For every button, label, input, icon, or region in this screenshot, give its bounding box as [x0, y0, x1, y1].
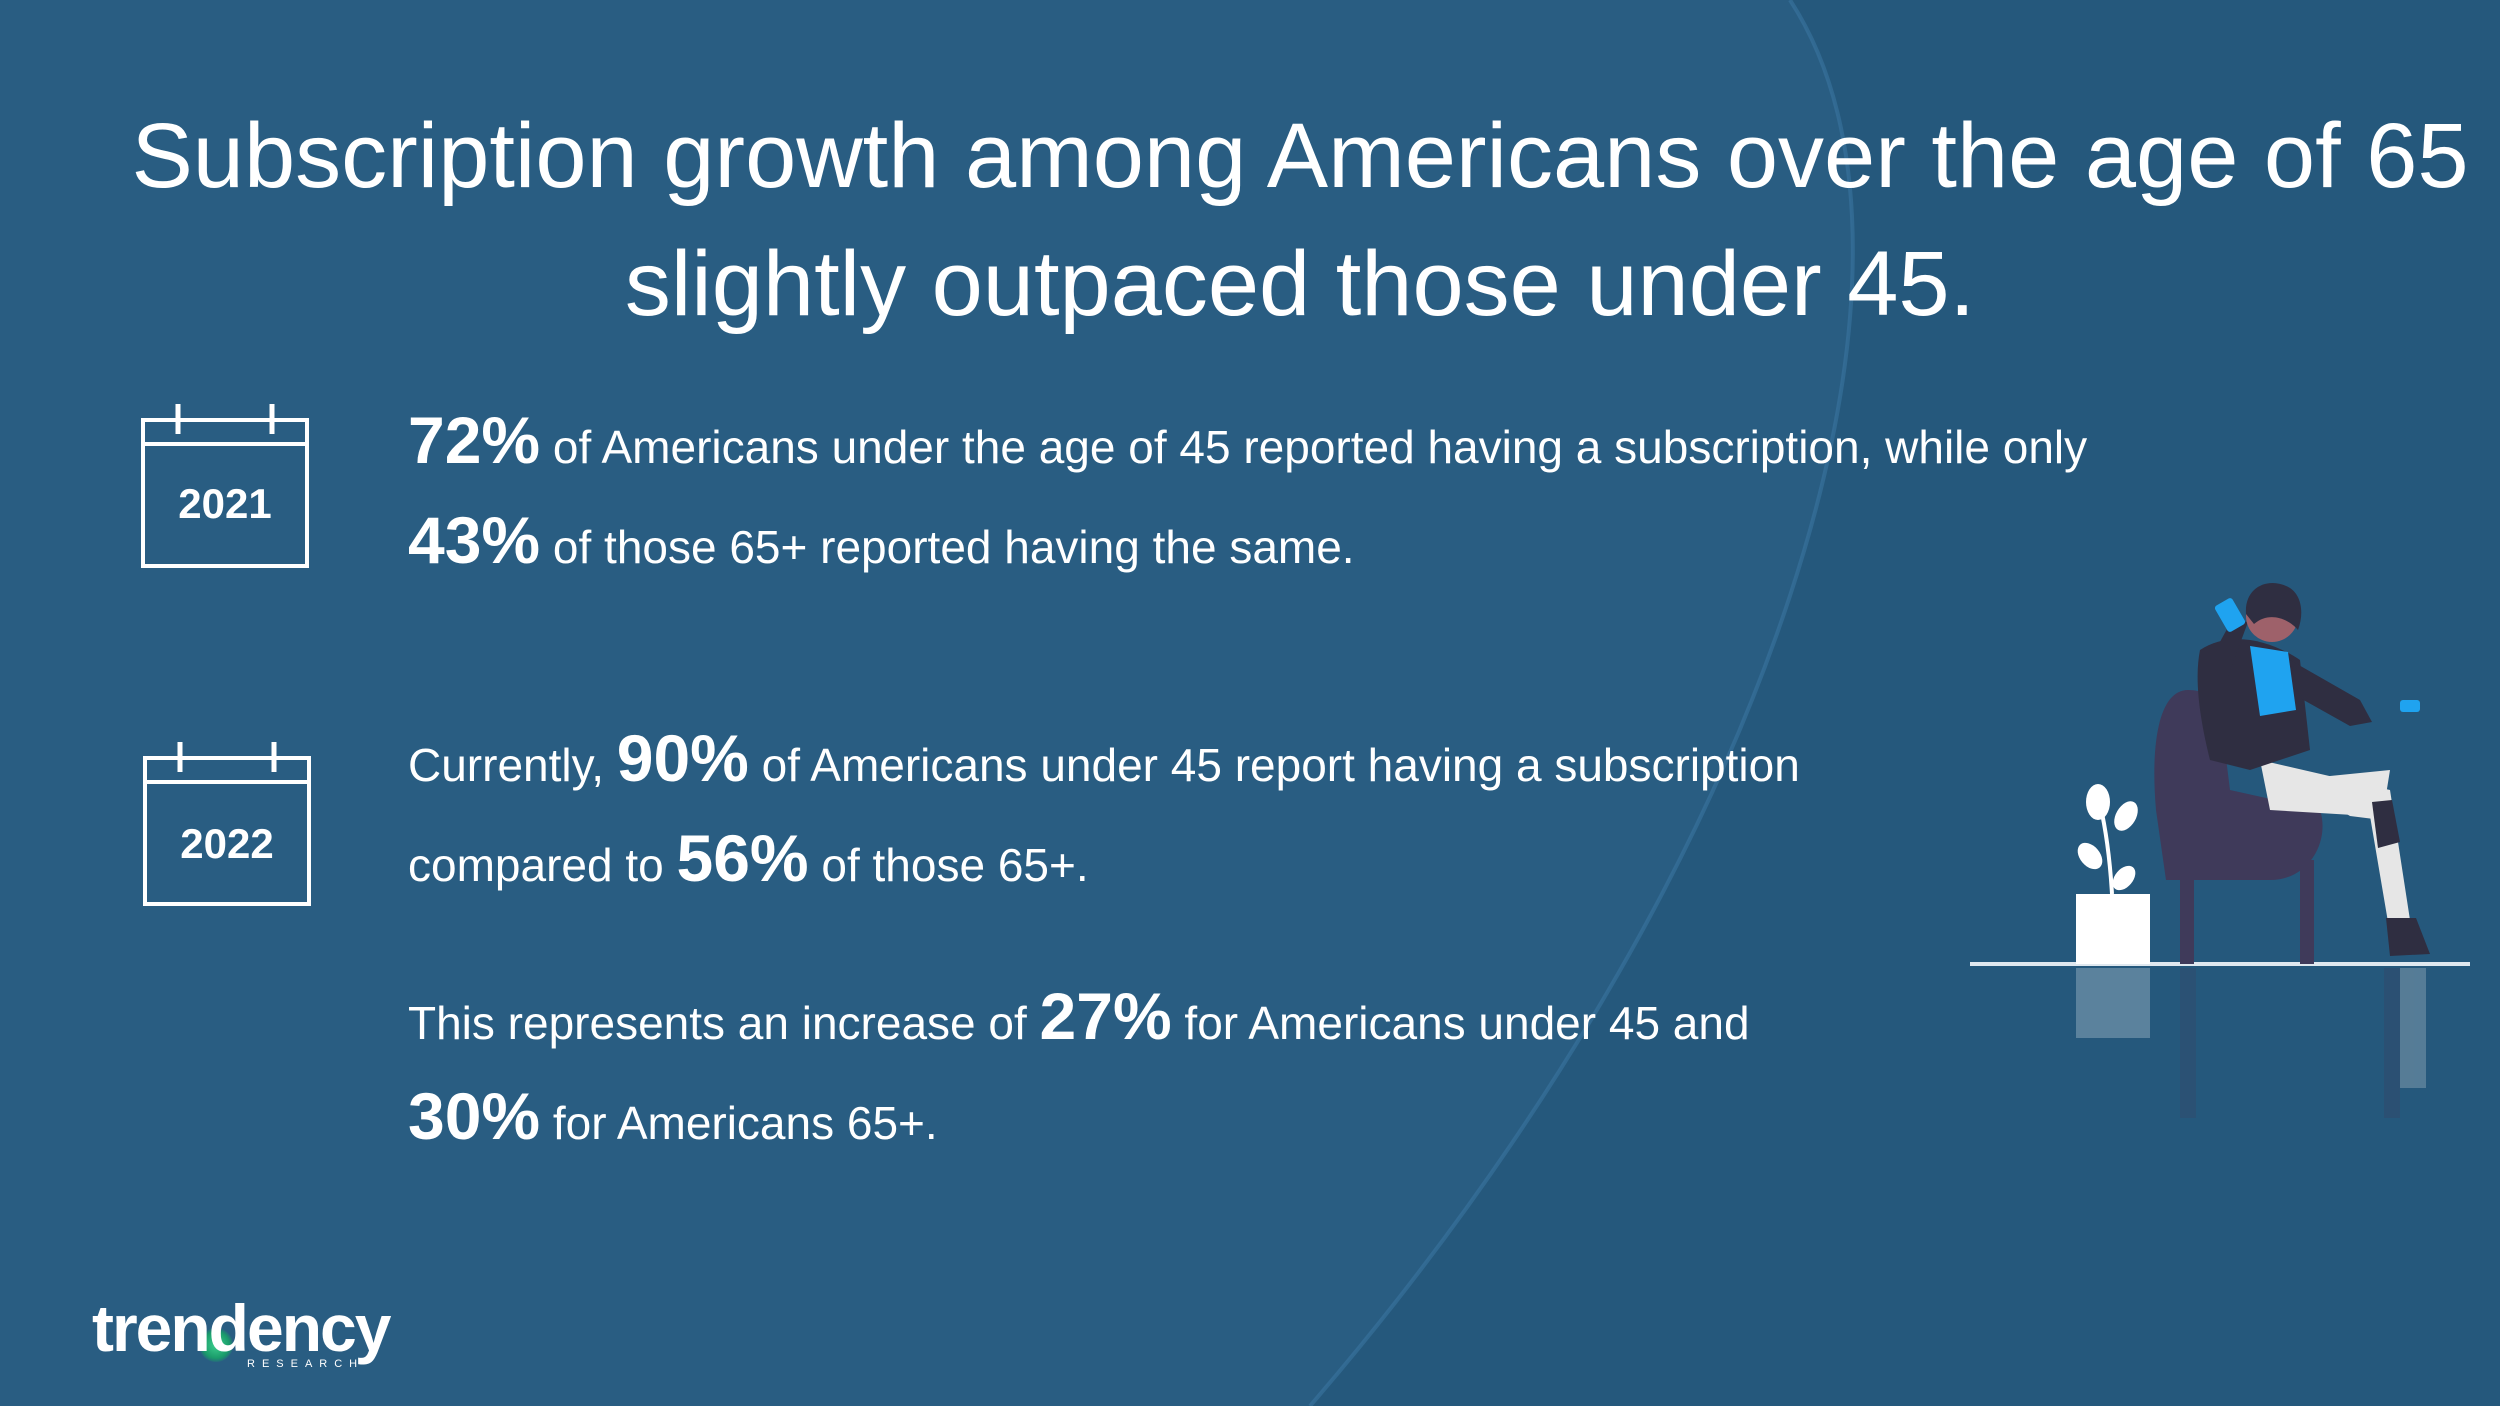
- page-title: Subscription growth among Americans over…: [131, 105, 2469, 335]
- calendar-icon: [141, 404, 309, 568]
- shoe: [2386, 918, 2430, 956]
- stat-text: of those 65+.: [808, 839, 1089, 891]
- plant-pot: [2076, 894, 2150, 964]
- stat-text: This represents an increase of: [408, 997, 1040, 1049]
- calendar-year: 2022: [180, 820, 274, 867]
- stat-text: compared to: [408, 839, 677, 891]
- logo-wordmark: trendency: [92, 1291, 391, 1365]
- stats-2022: Currently, 90% of Americans under 45 rep…: [408, 712, 1800, 912]
- stats-line: Currently, 90% of Americans under 45 rep…: [408, 712, 1800, 812]
- stats-2021: 72% of Americans under the age of 45 rep…: [408, 394, 2087, 594]
- calendar-2022: 2022: [142, 738, 312, 908]
- stat-text: of Americans under the age of 45 reporte…: [540, 421, 2088, 473]
- stats-line: compared to 56% of those 65+.: [408, 812, 1800, 912]
- shoe: [2372, 800, 2400, 848]
- stat-text: Currently,: [408, 739, 617, 791]
- stats-line: 43% of those 65+ reported having the sam…: [408, 494, 2087, 594]
- leaf: [2112, 865, 2136, 891]
- leaf: [2114, 801, 2138, 831]
- stat-text: for Americans under 45 and: [1171, 997, 1750, 1049]
- logo-subtitle: RESEARCH: [247, 1358, 365, 1370]
- stat-text: of those 65+ reported having the same.: [540, 521, 1355, 573]
- phone: [2214, 598, 2246, 632]
- hair: [2245, 583, 2302, 630]
- chair: [2154, 690, 2323, 880]
- stats-line: This represents an increase of 27% for A…: [408, 970, 1750, 1070]
- stat-text: for Americans 65+.: [540, 1097, 938, 1149]
- stat-under45: 27%: [1039, 979, 1172, 1053]
- illustration-reflection: [2076, 968, 2426, 1118]
- trendency-logo: trendency RESEARCH: [92, 1290, 391, 1370]
- leaf: [2077, 842, 2103, 870]
- stat-65: 30%: [408, 1079, 541, 1153]
- stats-increase: This represents an increase of 27% for A…: [408, 970, 1750, 1170]
- logo-mark: [199, 1328, 233, 1362]
- cup: [2400, 700, 2420, 712]
- woman-in-chair-illustration: [1970, 583, 2470, 1118]
- leaf: [2086, 784, 2110, 820]
- calendar-2021: 2021: [140, 400, 310, 570]
- top: [2250, 646, 2296, 716]
- calendar-icon: [143, 742, 311, 906]
- stats-line: 72% of Americans under the age of 45 rep…: [408, 394, 2087, 494]
- stat-text: of Americans under 45 report having a su…: [748, 739, 1800, 791]
- calendar-year: 2021: [178, 480, 272, 527]
- stats-line: 30% for Americans 65+.: [408, 1070, 1750, 1170]
- stat-65: 43%: [408, 503, 541, 577]
- stat-under45: 90%: [616, 721, 749, 795]
- stat-under45: 72%: [408, 403, 541, 477]
- stat-65: 56%: [676, 821, 809, 895]
